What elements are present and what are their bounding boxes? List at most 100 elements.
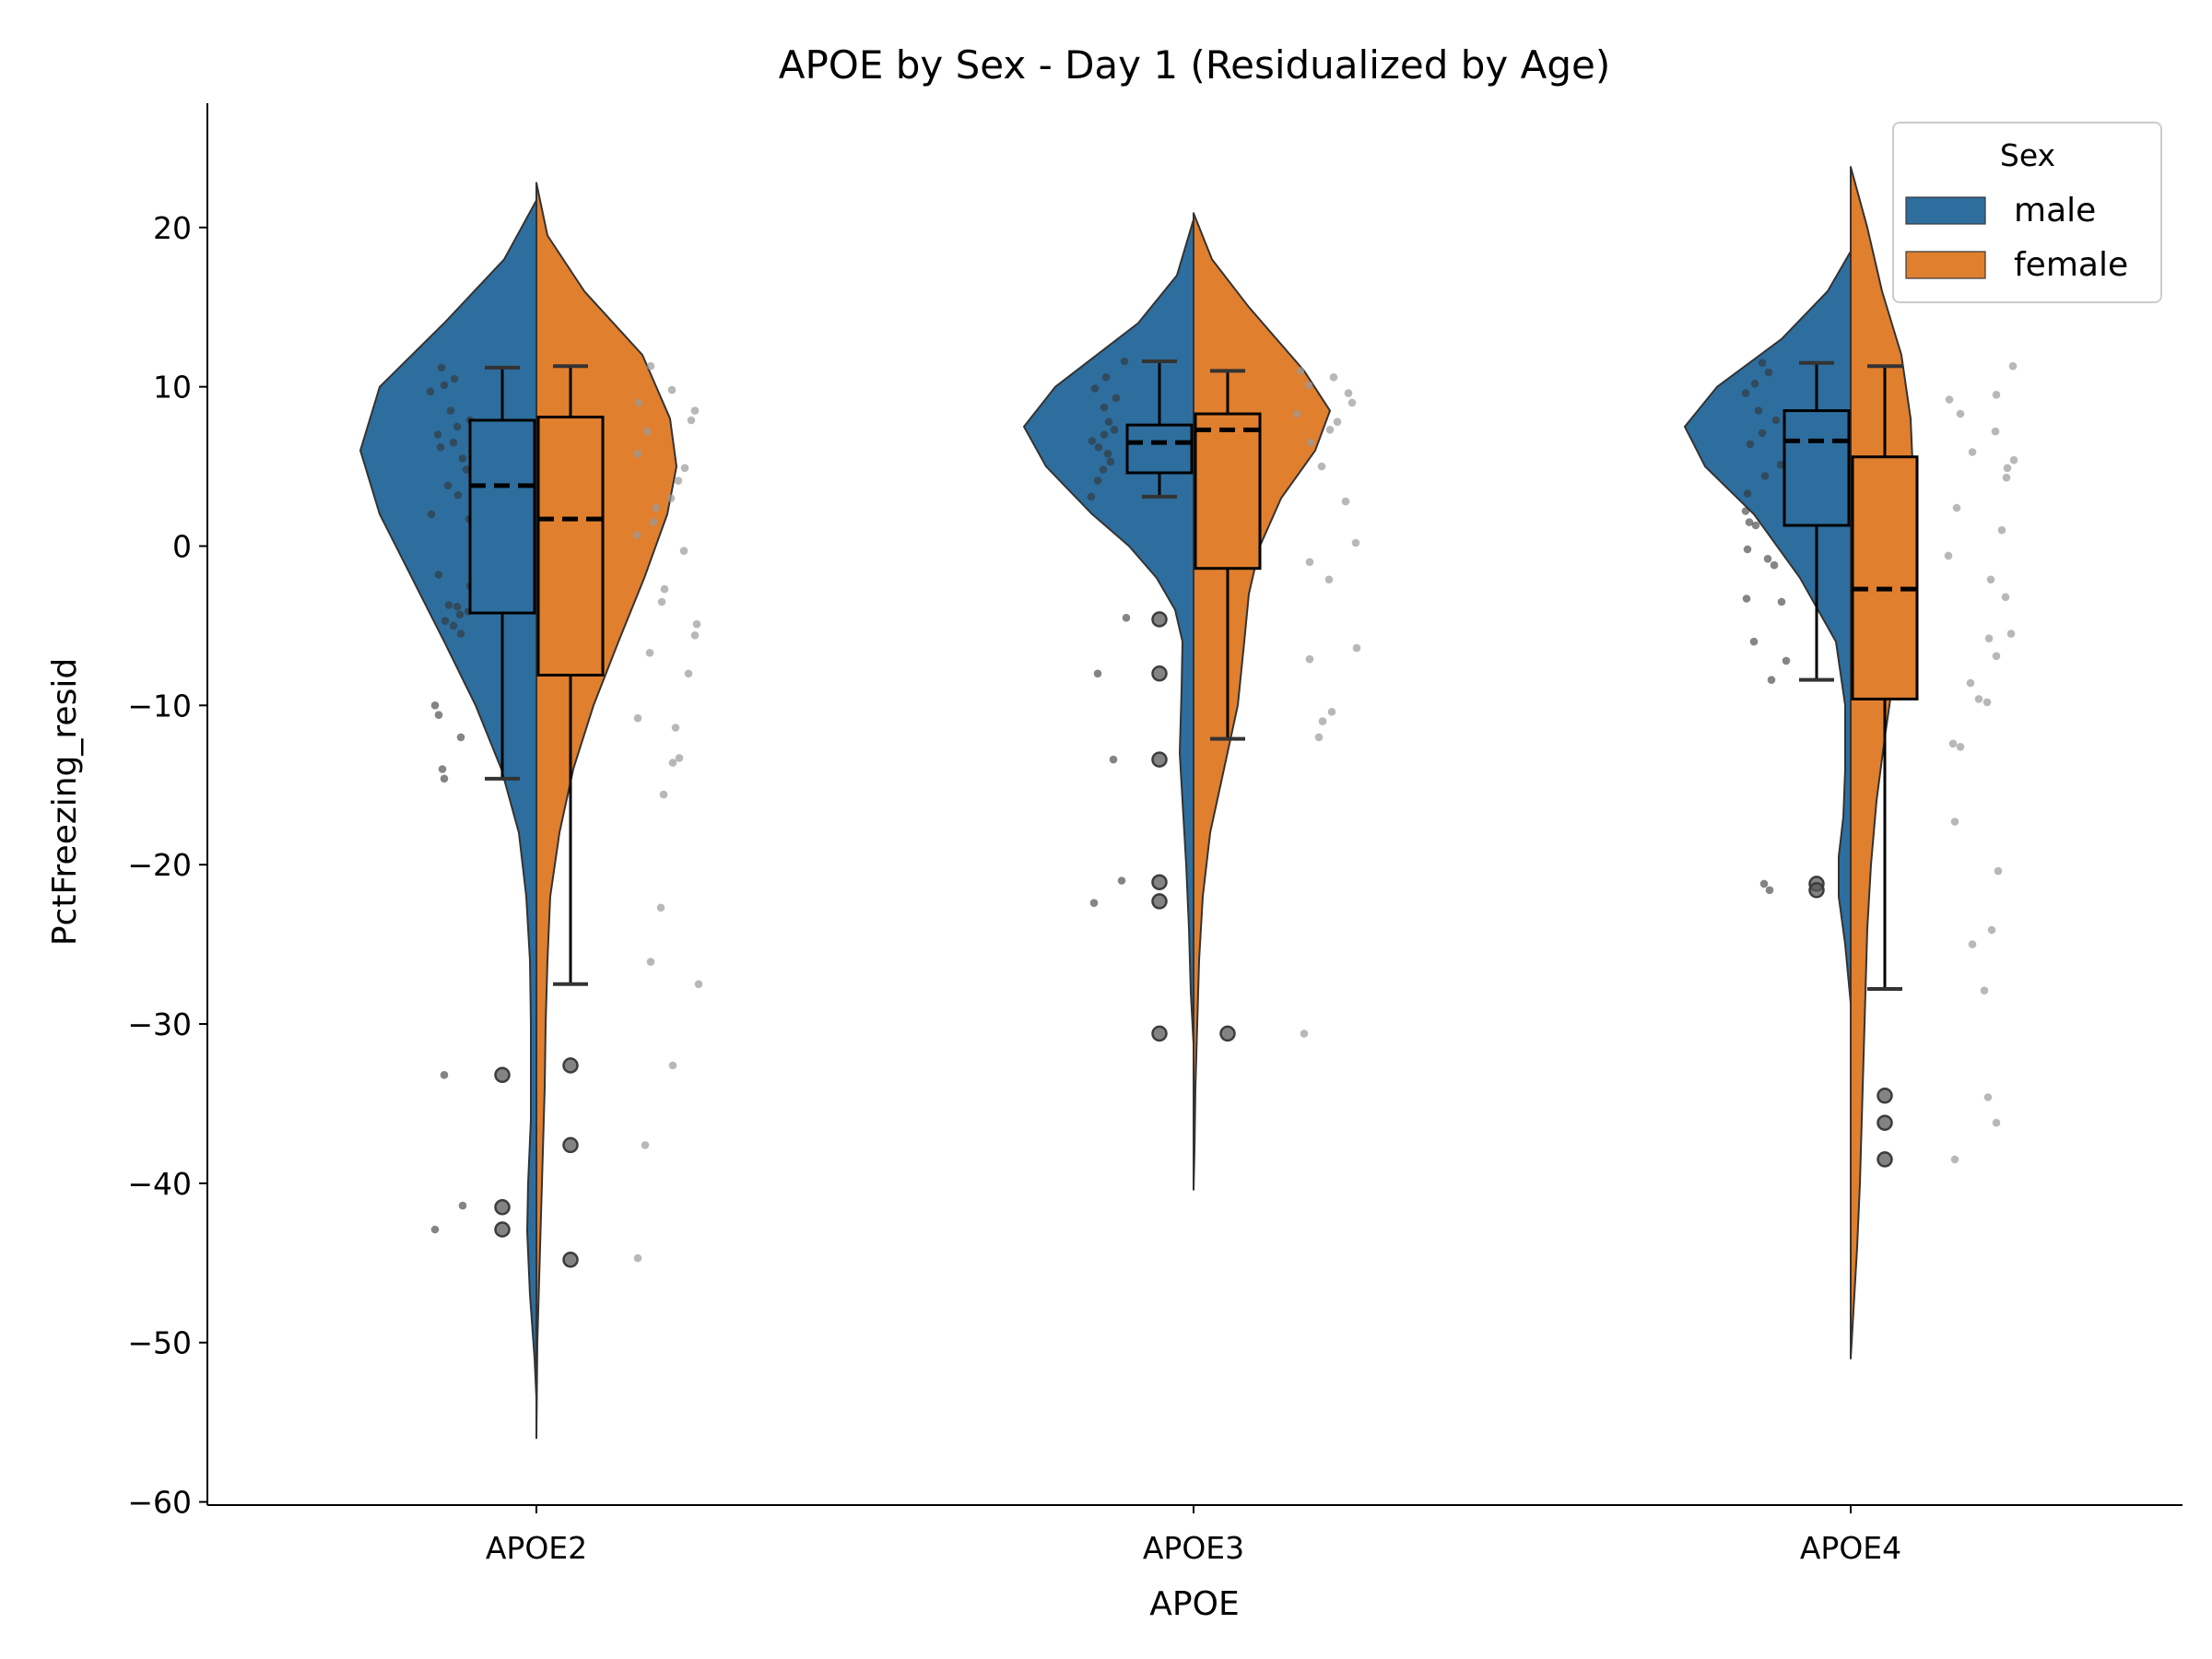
jitter-point-female-apoe3	[1351, 538, 1360, 547]
jitter-point-male-apoe4	[1750, 379, 1759, 388]
jitter-point-male-apoe3	[1122, 614, 1131, 622]
jitter-point-male-apoe3	[1099, 465, 1108, 474]
jitter-point-female-apoe3	[1347, 398, 1357, 407]
jitter-point-male-apoe2	[453, 602, 462, 611]
jitter-point-male-apoe2	[440, 1071, 449, 1079]
outlier-female-apoe4	[1877, 1114, 1893, 1131]
jitter-point-male-apoe2	[437, 363, 446, 372]
jitter-point-male-apoe2	[438, 765, 447, 773]
jitter-point-female-apoe4	[1944, 551, 1953, 560]
jitter-point-female-apoe4	[1968, 448, 1977, 456]
jitter-point-female-apoe2	[633, 450, 642, 458]
jitter-point-female-apoe4	[1966, 678, 1975, 688]
jitter-point-male-apoe4	[1760, 472, 1770, 480]
jitter-point-male-apoe2	[426, 387, 435, 396]
box-plots	[468, 359, 1919, 1268]
jitter-point-female-apoe3	[1352, 643, 1361, 653]
y-tick-label: −60	[127, 1485, 192, 1521]
jitter-point-female-apoe2	[668, 759, 677, 767]
jitter-point-female-apoe2	[680, 464, 689, 473]
x-axis-ticks: APOE2 APOE3 APOE4	[486, 1505, 1901, 1566]
legend-title: Sex	[2000, 137, 2055, 173]
jitter-point-female-apoe4	[1950, 818, 1959, 826]
x-tick-label: APOE2	[486, 1530, 587, 1566]
x-axis-label: APOE	[1149, 1585, 1239, 1623]
jitter-point-male-apoe2	[458, 1201, 467, 1210]
jitter-point-male-apoe4	[1746, 440, 1755, 449]
y-tick-label: −10	[127, 688, 192, 724]
jitter-point-male-apoe3	[1094, 443, 1103, 452]
jitter-point-female-apoe2	[667, 385, 677, 394]
jitter-point-female-apoe3	[1305, 558, 1314, 567]
jitter-point-male-apoe2	[433, 430, 442, 439]
jitter-point-female-apoe2	[641, 1141, 650, 1149]
outlier-male-apoe3	[1151, 611, 1168, 628]
jitter-point-female-apoe2	[633, 713, 642, 723]
jitter-point-female-apoe2	[632, 531, 641, 539]
jitter-point-male-apoe2	[440, 774, 449, 783]
box-male-apoe4	[1783, 409, 1851, 527]
jitter-point-male-apoe3	[1110, 426, 1119, 434]
jitter-point-female-apoe4	[1956, 743, 1965, 751]
legend-label-female: female	[2014, 246, 2128, 284]
outlier-female-apoe3	[1219, 1025, 1236, 1042]
jitter-point-male-apoe4	[1751, 521, 1760, 530]
jitter-point-male-apoe2	[427, 510, 436, 519]
jitter-point-female-apoe4	[1987, 925, 1996, 935]
jitter-point-male-apoe2	[440, 381, 449, 390]
jitter-point-female-apoe4	[1992, 1118, 2001, 1127]
jitter-point-male-apoe4	[1758, 429, 1767, 438]
jitter-point-female-apoe2	[660, 584, 669, 594]
jitter-point-female-apoe3	[1306, 438, 1315, 447]
jitter-point-male-apoe4	[1776, 461, 1785, 469]
jitter-point-female-apoe4	[1992, 652, 2001, 661]
jitter-point-male-apoe2	[430, 701, 440, 710]
jitter-point-male-apoe4	[1743, 545, 1752, 554]
y-axis-ticks: 20 10 0 −10 −20 −30 −40 −50 −60	[127, 210, 207, 1521]
jitter-point-female-apoe4	[1983, 1093, 1993, 1101]
outlier-male-apoe3	[1151, 893, 1168, 910]
jitter-point-female-apoe3	[1327, 708, 1336, 716]
box-female-apoe4	[1851, 455, 1919, 700]
jitter-point-male-apoe2	[462, 465, 471, 474]
y-axis-label: PctFreezing_resid	[46, 658, 84, 946]
jitter-point-female-apoe3	[1305, 654, 1314, 664]
jitter-point-female-apoe2	[645, 649, 654, 657]
jitter-point-male-apoe2	[441, 617, 450, 625]
box-male-apoe3	[1125, 423, 1194, 475]
legend: Sex male female	[1892, 122, 2162, 303]
jitter-point-male-apoe4	[1765, 886, 1774, 895]
jitter-point-female-apoe4	[1945, 395, 1954, 404]
jitter-point-male-apoe3	[1117, 877, 1126, 885]
outlier-male-apoe3	[1151, 665, 1168, 682]
x-tick-label: APOE3	[1143, 1530, 1244, 1566]
jitter-point-female-apoe2	[694, 980, 703, 989]
y-tick-label: −30	[127, 1006, 192, 1042]
outlier-female-apoe2	[562, 1136, 579, 1154]
jitter-point-male-apoe3	[1106, 457, 1115, 466]
jitter-point-female-apoe3	[1324, 575, 1334, 584]
jitter-point-male-apoe4	[1745, 518, 1754, 526]
plot-area	[359, 166, 2018, 1440]
jitter-point-male-apoe2	[449, 621, 458, 630]
jitter-point-male-apoe4	[1759, 879, 1769, 888]
jitter-point-male-apoe3	[1101, 373, 1111, 382]
y-tick-label: 0	[172, 528, 192, 564]
legend-label-male: male	[2014, 192, 2096, 229]
jitter-point-female-apoe4	[1991, 427, 2000, 436]
jitter-point-male-apoe3	[1087, 492, 1096, 501]
jitter-point-male-apoe2	[456, 629, 465, 638]
jitter-point-female-apoe2	[692, 619, 701, 629]
jitter-point-female-apoe4	[1980, 986, 1989, 994]
jitter-point-female-apoe4	[1994, 866, 2003, 876]
jitter-point-female-apoe4	[2008, 361, 2018, 371]
jitter-point-female-apoe2	[679, 547, 688, 555]
jitter-point-male-apoe4	[1777, 597, 1786, 606]
jitter-point-female-apoe3	[1314, 733, 1324, 742]
outlier-male-apoe4	[1808, 882, 1825, 899]
jitter-point-male-apoe4	[1782, 656, 1791, 665]
outlier-female-apoe2	[562, 1252, 579, 1268]
jitter-point-female-apoe4	[1983, 698, 1992, 707]
